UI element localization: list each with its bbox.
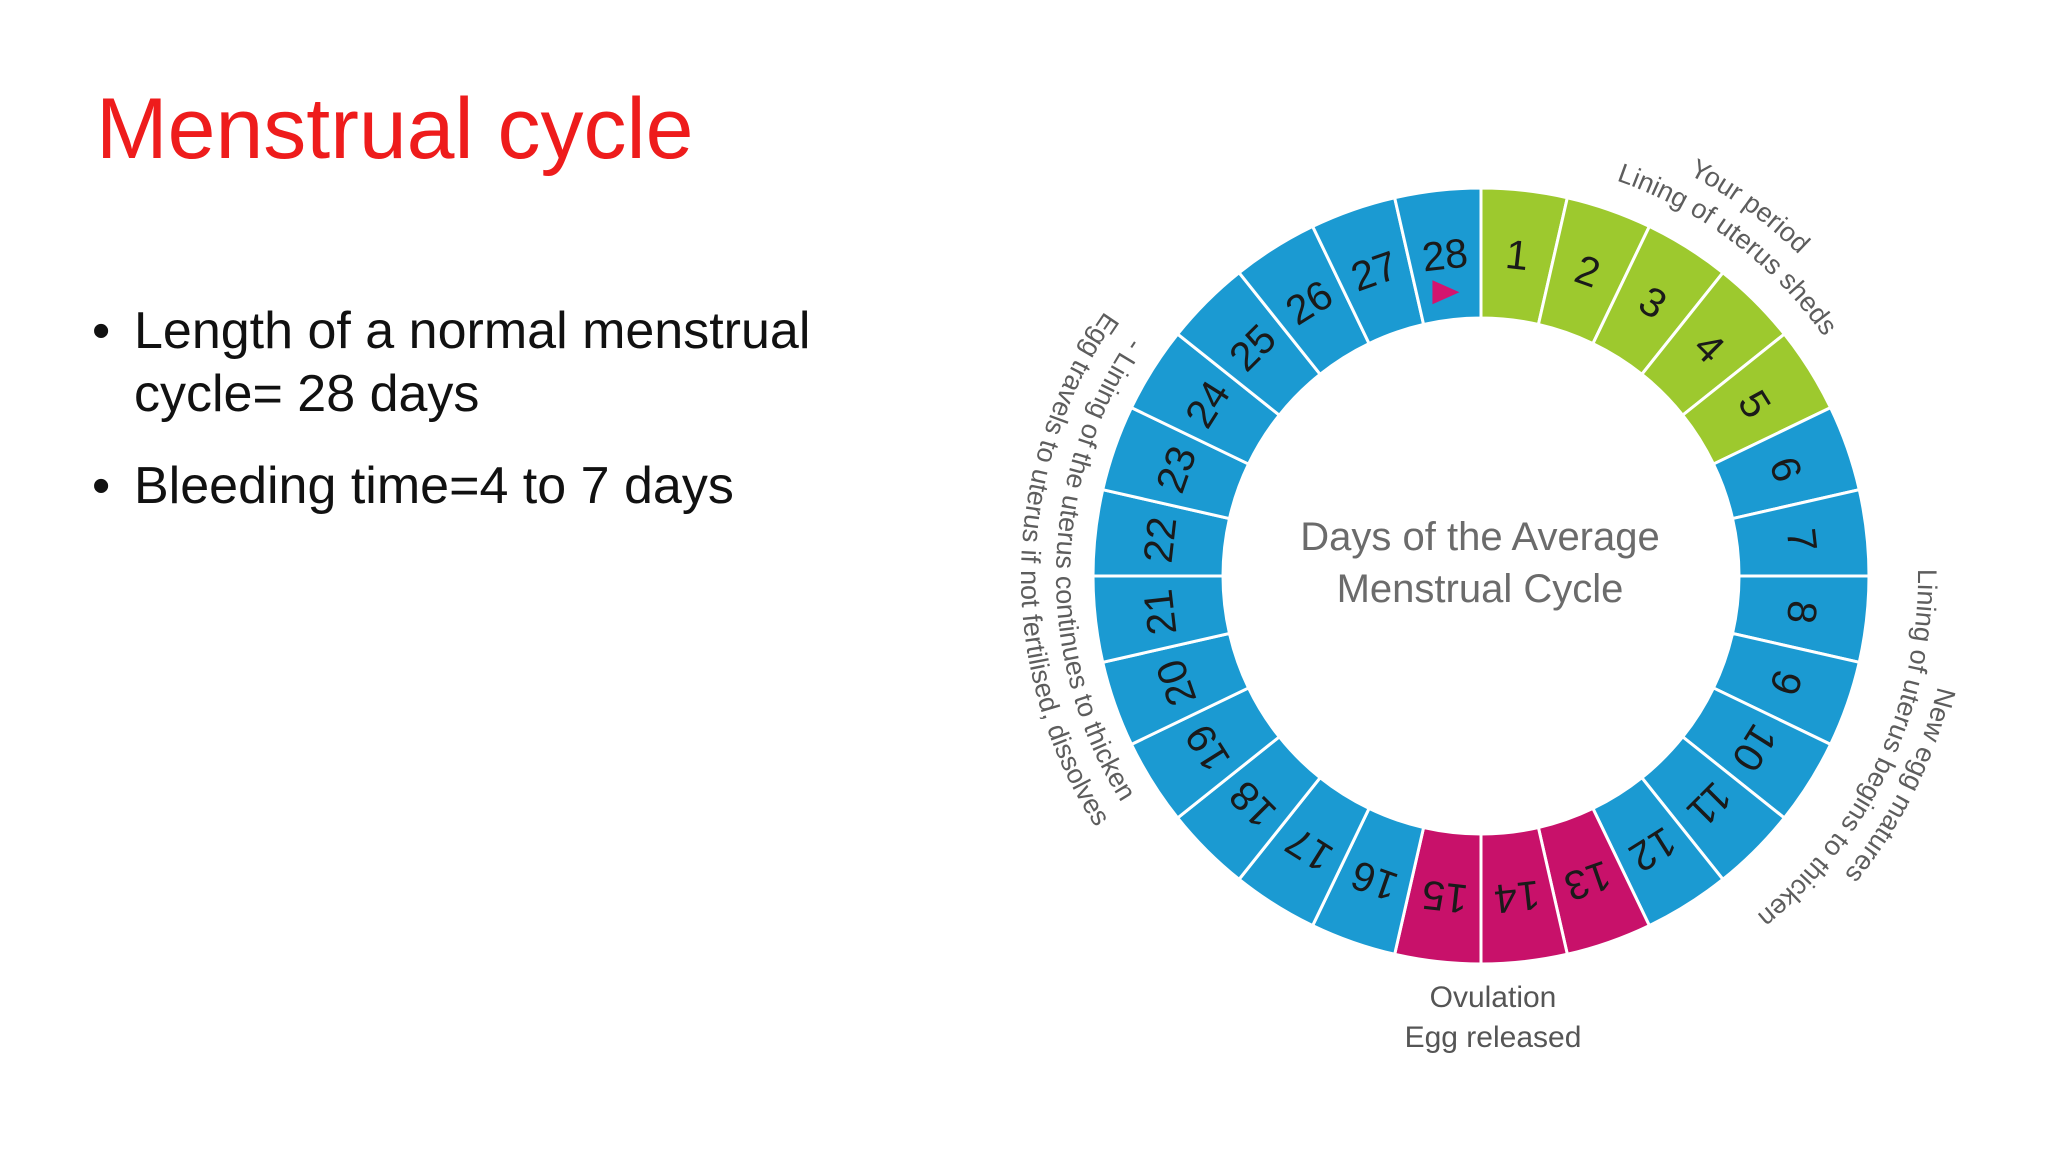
triangle-pointer-icon xyxy=(1432,280,1460,305)
day-segments xyxy=(1091,186,1871,966)
ovulation-label: Ovulation xyxy=(1430,981,1557,1014)
day-label-7: 7 xyxy=(1778,526,1826,554)
day-label-15: 15 xyxy=(1420,872,1470,923)
day-label-22: 22 xyxy=(1135,515,1186,565)
day-label-21: 21 xyxy=(1135,587,1186,637)
day-label-8: 8 xyxy=(1778,598,1826,626)
center-title-line-2: Menstrual Cycle xyxy=(1337,567,1624,611)
day-label-14: 14 xyxy=(1492,872,1542,923)
bullet-cycle-length: Length of a normal menstrual cycle= 28 d… xyxy=(92,300,912,427)
egg-released-label: Egg released xyxy=(1405,1021,1582,1054)
day-label-28: 28 xyxy=(1420,230,1470,281)
center-title-line-1: Days of the Average xyxy=(1300,515,1660,559)
day-label-1: 1 xyxy=(1503,231,1531,279)
menstrual-cycle-wheel: 1 234567891011121314151617181920212223242… xyxy=(1015,153,1960,1054)
bullet-bleeding-time: Bleeding time=4 to 7 days xyxy=(92,455,912,519)
slide-title: Menstrual cycle xyxy=(96,81,694,177)
bullet-list: Length of a normal menstrual cycle= 28 d… xyxy=(92,300,912,546)
day-segment-28 xyxy=(1392,186,1483,327)
